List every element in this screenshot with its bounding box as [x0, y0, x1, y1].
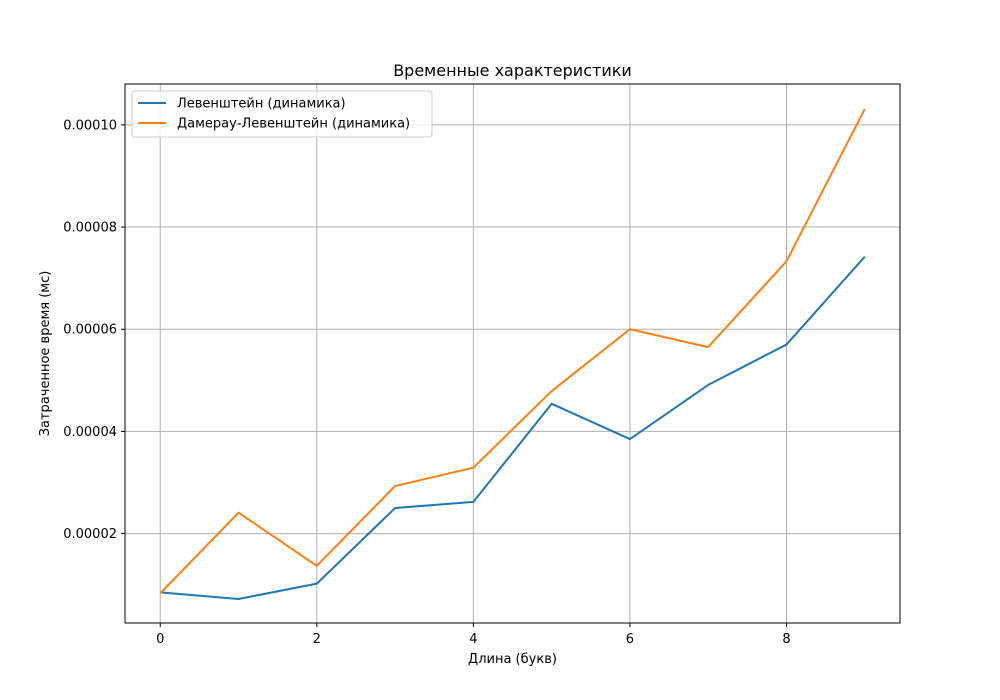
y-axis: 0.00002 0.00004 0.00006 0.00008 0.00010	[63, 118, 125, 542]
y-tick-label: 0.00006	[63, 323, 117, 338]
x-tick-label: 8	[782, 632, 790, 647]
legend-label-1: Левенштейн (динамика)	[177, 97, 346, 112]
y-axis-label: Затраченное время (мс)	[38, 271, 53, 437]
x-tick-label: 6	[626, 632, 634, 647]
y-tick-label: 0.00008	[63, 221, 117, 236]
x-tick-label: 2	[313, 632, 321, 647]
x-tick-label: 0	[156, 632, 164, 647]
chart-title: Временные характеристики	[393, 61, 632, 80]
grid-lines	[125, 84, 900, 623]
legend-label-2: Дамерау-Левенштейн (динамика)	[177, 117, 410, 132]
y-tick-label: 0.00010	[63, 118, 117, 133]
y-tick-label: 0.00004	[63, 425, 117, 440]
x-axis: 0 2 4 6 8	[156, 623, 791, 647]
series-line-1	[160, 256, 866, 600]
x-axis-label: Длина (букв)	[468, 652, 557, 667]
x-tick-label: 4	[469, 632, 477, 647]
plot-frame	[124, 83, 901, 624]
y-tick-label: 0.00002	[63, 527, 117, 542]
series-lines	[159, 108, 866, 600]
series-line-2	[159, 108, 866, 595]
legend-box	[131, 90, 433, 138]
legend: Левенштейн (динамика) Дамерау-Левенштейн …	[131, 90, 433, 138]
